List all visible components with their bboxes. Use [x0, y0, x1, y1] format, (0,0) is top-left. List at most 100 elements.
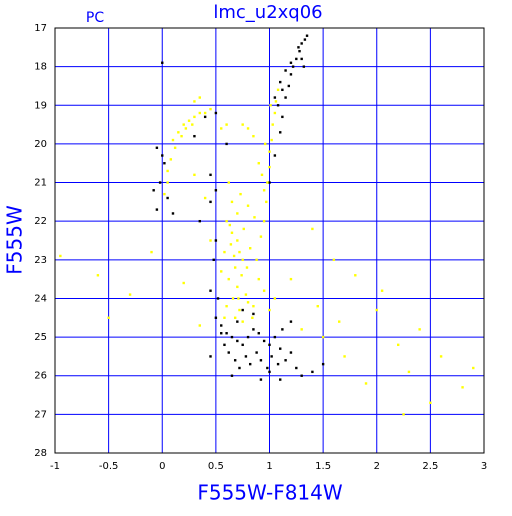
point — [375, 308, 378, 312]
point — [287, 84, 291, 88]
x-tick-label: 2.5 — [422, 461, 438, 472]
point — [248, 247, 252, 250]
point — [255, 351, 258, 354]
point — [193, 134, 196, 138]
point — [236, 212, 239, 215]
point — [257, 162, 260, 165]
y-tick-label: 18 — [34, 62, 47, 73]
point — [171, 138, 175, 142]
y-tick-label: 21 — [34, 178, 47, 189]
point — [262, 289, 266, 292]
point — [289, 277, 293, 281]
point — [260, 173, 264, 177]
point — [225, 123, 228, 126]
y-tick-label: 19 — [34, 100, 47, 111]
point — [429, 401, 432, 404]
point — [227, 181, 230, 184]
point — [259, 359, 263, 362]
point — [233, 359, 237, 362]
point — [246, 204, 250, 207]
point — [161, 154, 164, 157]
point — [397, 343, 400, 347]
point — [461, 386, 464, 389]
point — [252, 304, 255, 308]
point — [203, 111, 207, 115]
point — [281, 328, 284, 331]
point — [338, 320, 341, 323]
point — [246, 301, 250, 304]
point — [418, 328, 421, 331]
point — [262, 339, 266, 343]
point — [262, 189, 266, 192]
point — [231, 297, 235, 300]
point — [241, 123, 244, 126]
point — [273, 96, 277, 99]
point — [276, 104, 280, 107]
point — [220, 332, 223, 335]
point — [223, 250, 226, 254]
point — [300, 42, 303, 45]
point — [187, 119, 191, 122]
point — [279, 378, 282, 381]
point — [255, 258, 258, 262]
point — [230, 231, 234, 234]
y-tick-label: 27 — [34, 409, 47, 420]
point — [289, 61, 293, 64]
point — [59, 254, 62, 258]
point — [214, 316, 218, 319]
point — [230, 200, 234, 204]
point — [214, 111, 218, 115]
point — [166, 169, 169, 173]
point — [209, 239, 212, 242]
point — [225, 332, 228, 335]
point — [238, 366, 241, 370]
point — [273, 154, 277, 157]
point — [198, 324, 201, 327]
point — [152, 189, 155, 192]
y-tick-label: 22 — [34, 216, 47, 227]
point — [155, 146, 159, 149]
point — [300, 328, 303, 331]
point — [209, 107, 212, 111]
point — [289, 351, 293, 354]
point — [212, 258, 215, 262]
point — [268, 165, 271, 169]
point — [311, 227, 314, 231]
point — [173, 146, 177, 149]
point — [214, 239, 218, 242]
point — [230, 335, 234, 339]
point — [229, 243, 233, 246]
point — [364, 382, 368, 385]
point — [241, 343, 244, 347]
point — [472, 366, 475, 370]
point — [279, 347, 282, 350]
point — [233, 266, 237, 269]
y-tick-label: 28 — [34, 448, 47, 459]
point — [225, 142, 228, 146]
point — [354, 274, 357, 277]
point — [300, 374, 303, 377]
point — [270, 355, 273, 358]
point — [182, 281, 185, 285]
point — [198, 111, 201, 115]
point — [266, 366, 269, 370]
point — [321, 335, 325, 339]
point — [259, 235, 263, 238]
point — [439, 355, 443, 358]
point — [281, 115, 284, 119]
point — [295, 57, 298, 61]
point — [166, 181, 169, 184]
point — [270, 138, 273, 142]
x-tick-label: 2 — [374, 461, 380, 472]
point — [271, 123, 274, 126]
point — [182, 123, 185, 126]
point — [198, 96, 201, 99]
y-tick-label: 17 — [34, 23, 47, 34]
point — [203, 196, 207, 200]
point — [321, 362, 325, 366]
point — [264, 142, 267, 146]
point — [298, 49, 301, 53]
point — [232, 254, 236, 258]
x-tick-label: 1 — [266, 461, 272, 472]
point — [223, 316, 226, 319]
